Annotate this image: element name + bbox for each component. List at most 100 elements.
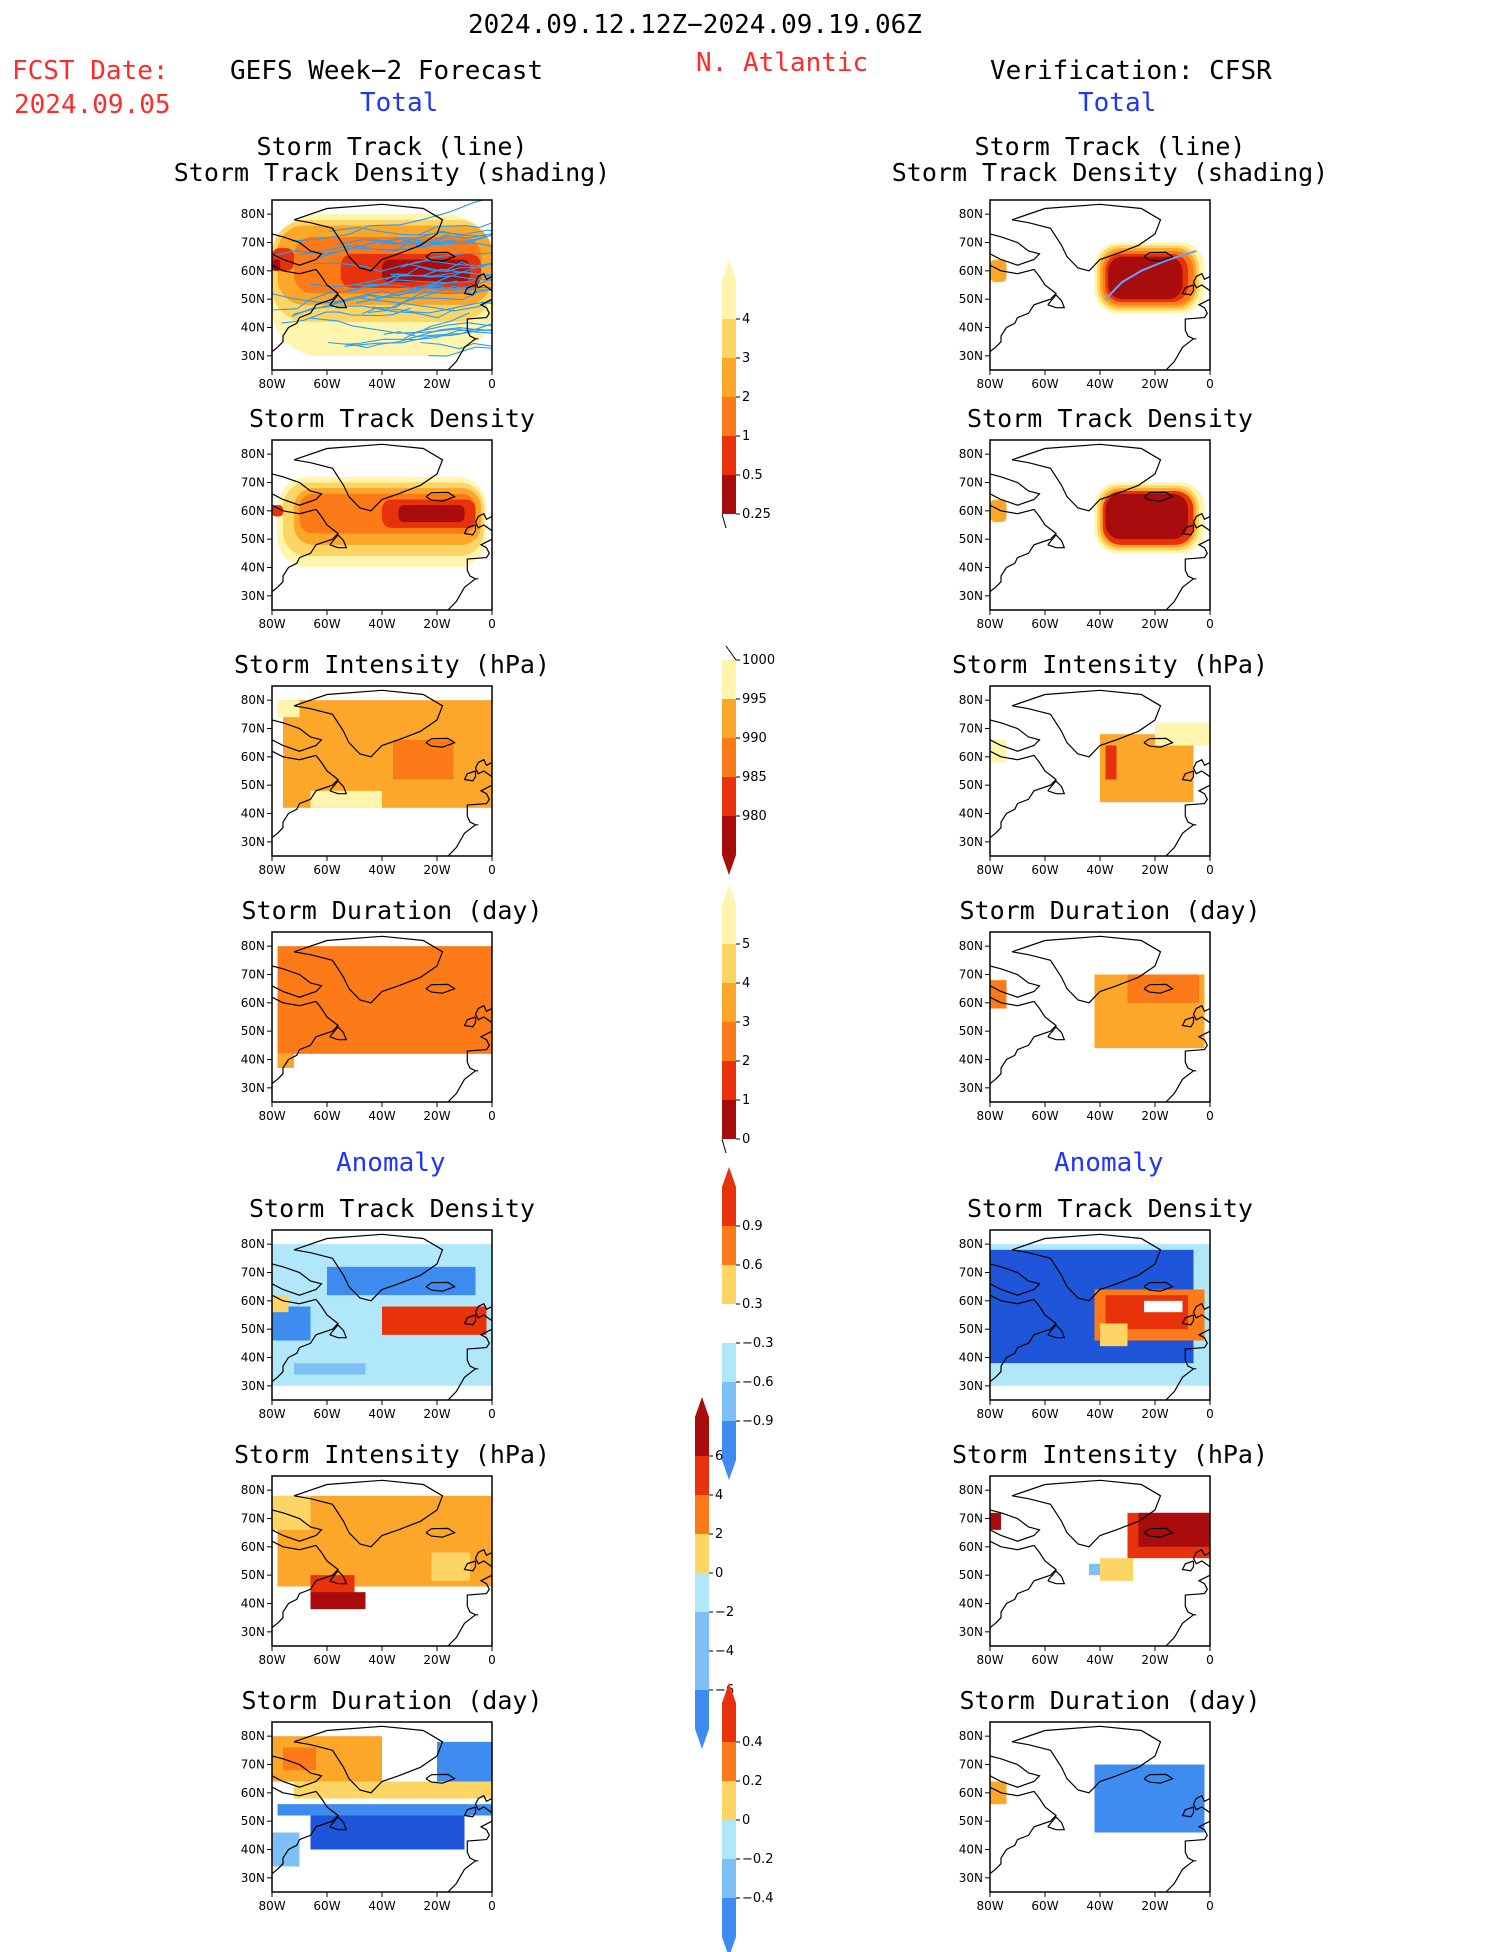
total-left-label: Total [360, 88, 439, 118]
coastline [466, 538, 492, 580]
map-panel-f1: 80W 60W 40W 20W 0 80N 70N 60N 50N 40N 30N [241, 199, 496, 400]
coastline [293, 1479, 444, 1548]
colorbar-segment [722, 660, 736, 699]
storm-track-line [1104, 250, 1197, 300]
coastline [1192, 1004, 1210, 1024]
lat-tick-label: 40N [959, 1597, 983, 1611]
storm-track-line [293, 291, 480, 315]
verification-title: Verification: CFSR [990, 56, 1272, 86]
shade-cell [272, 1295, 289, 1313]
coastline [1165, 1070, 1194, 1102]
lon-tick-label: 60W [1031, 1109, 1058, 1123]
lat-tick-label: 40N [959, 1053, 983, 1067]
lon-tick-label: 80W [258, 863, 285, 877]
coastline [466, 1030, 492, 1072]
shade-cell [294, 1781, 492, 1799]
colorbar-segment [722, 905, 736, 944]
coastline [463, 1806, 477, 1818]
coastline [466, 1328, 492, 1370]
shade-cell [310, 1592, 366, 1610]
colorbar-segment [722, 1304, 736, 1343]
shade-cell [431, 1552, 470, 1581]
coastline [474, 1548, 492, 1568]
coastline [293, 1725, 444, 1794]
lat-tick-label: 60N [241, 1294, 265, 1308]
lat-tick-label: 40N [241, 1843, 265, 1857]
colorbar-label: 0 [742, 1813, 750, 1828]
lon-tick-label: 20W [1141, 1407, 1168, 1421]
colorbar-label: 4 [742, 976, 750, 991]
coastline [466, 1820, 492, 1862]
shade-cell [277, 946, 492, 1054]
lat-tick-label: 40N [959, 321, 983, 335]
coastline [272, 1294, 339, 1395]
colorbar-label: −0.2 [742, 1852, 774, 1867]
coastline [990, 1263, 1041, 1296]
coastline [1011, 1479, 1162, 1548]
map-svg-f2: 80W 60W 40W 20W 0 80N 70N 60N 50N 40N 30N [241, 439, 496, 631]
lat-tick-label: 40N [241, 561, 265, 575]
shade-cell [1144, 1300, 1183, 1313]
colorbar-label: 6 [715, 1449, 723, 1464]
panel-title-v5: Storm Track Density [967, 1194, 1253, 1223]
coastline [474, 512, 492, 532]
coastline [329, 1816, 348, 1831]
lat-tick-label: 40N [959, 1351, 983, 1365]
coastline [474, 1004, 492, 1024]
period-title: 2024.09.12.12Z−2024.09.19.06Z [468, 10, 922, 40]
lon-tick-label: 40W [1086, 1109, 1113, 1123]
storm-track-line [366, 233, 492, 245]
lat-tick-label: 50N [959, 778, 983, 792]
colorbar-label: 990 [742, 731, 767, 746]
shade-cell [393, 739, 454, 780]
colorbar-segment [722, 1742, 736, 1781]
lon-tick-label: 20W [1141, 1109, 1168, 1123]
storm-track-line [329, 226, 492, 236]
coastline [447, 824, 476, 856]
lat-tick-label: 60N [241, 996, 265, 1010]
lon-tick-label: 0 [488, 1407, 496, 1421]
coastline [1181, 1806, 1195, 1818]
lat-tick-label: 80N [241, 1729, 265, 1743]
colorbar-segment [722, 1859, 736, 1898]
lon-tick-label: 40W [368, 1109, 395, 1123]
lon-tick-label: 0 [1206, 377, 1214, 391]
lon-tick-label: 80W [976, 1407, 1003, 1421]
coastline [272, 1509, 323, 1542]
coastline [447, 1860, 476, 1892]
colorbar-intensity-anomaly: 6 4 2 0 −2 −4 −6 [695, 1397, 765, 1749]
lon-tick-label: 20W [1141, 377, 1168, 391]
shade-cell [277, 1053, 294, 1068]
shade-cell [990, 1781, 1007, 1805]
colorbar-label: 0.3 [742, 1297, 763, 1312]
lat-tick-label: 70N [241, 236, 265, 250]
coastline [474, 272, 492, 292]
lat-tick-label: 50N [959, 1568, 983, 1582]
lat-tick-label: 30N [959, 1379, 983, 1393]
colorbar-segment [695, 1417, 709, 1456]
coastline [1047, 1324, 1066, 1339]
lon-tick-label: 20W [423, 377, 450, 391]
coastline [272, 504, 339, 605]
shade-cell [294, 1363, 366, 1375]
lat-tick-label: 60N [241, 750, 265, 764]
lat-tick-label: 30N [241, 1871, 265, 1885]
coastline [1143, 983, 1174, 994]
coastline [447, 1614, 476, 1646]
storm-track-line [281, 307, 411, 324]
coastline [447, 1070, 476, 1102]
map-panel-f4: 80W 60W 40W 20W 0 80N 70N 60N 50N 40N 30N [241, 931, 496, 1132]
lon-tick-label: 40W [1086, 1407, 1113, 1421]
coastline [1143, 1281, 1174, 1292]
colorbar-label: 3 [742, 1015, 750, 1030]
coastline [293, 443, 444, 512]
lat-tick-label: 60N [241, 264, 265, 278]
lon-tick-label: 0 [488, 863, 496, 877]
colorbar-segment [722, 436, 736, 475]
lat-tick-label: 60N [959, 996, 983, 1010]
lon-tick-label: 0 [1206, 863, 1214, 877]
lon-tick-label: 40W [368, 863, 395, 877]
colorbar-segment [695, 1534, 709, 1573]
colorbar-label: 4 [715, 1488, 723, 1503]
shade-cell [1108, 256, 1183, 300]
